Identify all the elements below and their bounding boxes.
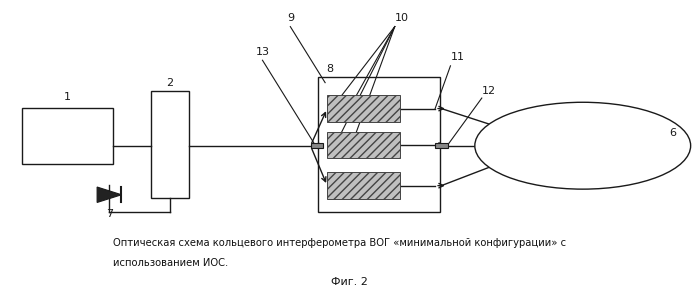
Text: Оптическая схема кольцевого интерферометра ВОГ «минимальной конфигурации» с: Оптическая схема кольцевого интерферомет…	[113, 238, 566, 248]
Text: 2: 2	[166, 78, 173, 88]
Text: 10: 10	[395, 13, 409, 23]
Bar	[310, 143, 323, 148]
Text: использованием ИОС.: использованием ИОС.	[113, 258, 228, 268]
Bar	[327, 132, 401, 158]
Bar	[435, 143, 447, 148]
Text: 6: 6	[670, 128, 677, 138]
Bar	[151, 91, 189, 198]
Bar	[327, 95, 401, 122]
Bar	[22, 108, 113, 164]
Text: 8: 8	[326, 64, 333, 74]
Text: Фиг. 2: Фиг. 2	[331, 277, 368, 287]
Text: 13: 13	[255, 47, 270, 57]
Bar	[327, 172, 401, 199]
Text: 11: 11	[450, 52, 464, 62]
Text: 12: 12	[482, 86, 496, 96]
Polygon shape	[97, 187, 122, 203]
Text: 9: 9	[287, 13, 294, 23]
Circle shape	[475, 102, 691, 189]
Text: 1: 1	[64, 92, 71, 102]
Text: 7: 7	[106, 209, 113, 219]
Bar	[318, 77, 440, 212]
